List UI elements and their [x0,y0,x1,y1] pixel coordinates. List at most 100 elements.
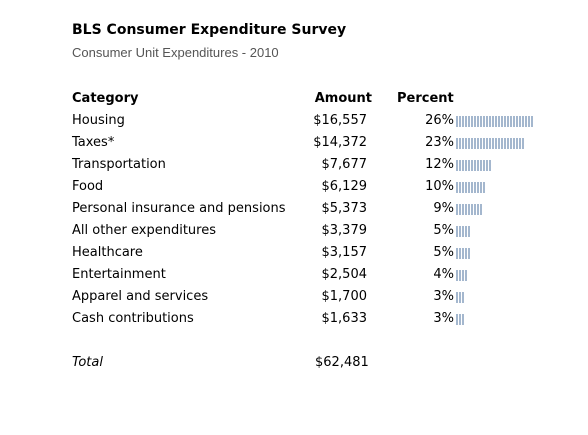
percent-tick [468,226,470,237]
percent-tick [489,160,491,171]
percent-tick [480,116,482,127]
percent-tick [456,182,458,193]
percent-tick [462,204,464,215]
table-row: Entertainment $2,504 4% [72,264,542,286]
percent-tick [456,138,458,149]
percent-tick [477,182,479,193]
percent-tick [465,116,467,127]
percent-tick [456,314,458,325]
percent-tick [462,138,464,149]
percent-tick [471,204,473,215]
row-percent: 23% [425,135,454,150]
total-row: Total $62,481 [72,352,542,374]
row-category: Apparel and services [72,289,209,304]
percent-tick [498,116,500,127]
percent-tick [459,314,461,325]
percent-tick [465,138,467,149]
percent-tick [510,138,512,149]
percent-tick [474,116,476,127]
percent-tick [507,138,509,149]
percent-tick [477,204,479,215]
percent-bar-svg [456,226,470,237]
percent-tick [483,116,485,127]
percent-tick [471,116,473,127]
percent-bar-svg [456,292,464,303]
row-amount: $3,379 [321,223,368,238]
row-category: Transportation [72,157,166,172]
percent-bar-svg [456,182,485,193]
row-category: Cash contributions [72,311,194,326]
table-row: Food $6,129 10% [72,176,542,198]
percent-tick [486,160,488,171]
percent-tick [477,116,479,127]
percent-tick [483,160,485,171]
percent-tick [459,160,461,171]
expenditure-table: Category Amount Percent Housing $16,557 26… [72,88,542,374]
percent-tick [474,182,476,193]
percent-tick [483,138,485,149]
chart-title: BLS Consumer Expenditure Survey [72,22,347,38]
row-amount: $2,504 [321,267,368,282]
percent-tick [519,138,521,149]
table-row: Cash contributions $1,633 3% [72,308,542,330]
percent-bar-svg [456,160,491,171]
table-row: Taxes* $14,372 23% [72,132,542,154]
percent-tick [462,226,464,237]
row-percent: 10% [425,179,454,194]
percent-tick [501,138,503,149]
row-percent: 3% [433,311,454,326]
percent-tick [456,292,458,303]
row-amount: $1,700 [321,289,368,304]
percent-tick [516,138,518,149]
percent-tick [495,116,497,127]
percent-tick [474,138,476,149]
row-amount: $3,157 [321,245,368,260]
percent-tick [462,182,464,193]
percent-tick [501,116,503,127]
percent-tick [480,204,482,215]
percent-tick [474,160,476,171]
percent-tick [456,116,458,127]
percent-tick [528,116,530,127]
percent-tick [519,116,521,127]
percent-tick [489,116,491,127]
row-percent: 12% [425,157,454,172]
row-category: Entertainment [72,267,166,282]
percent-tick [471,160,473,171]
row-percent-bar [456,182,542,193]
header-amount: Amount [314,91,372,106]
row-percent-bar [456,292,542,303]
row-amount: $6,129 [321,179,368,194]
percent-tick [462,314,464,325]
percent-bar-svg [456,204,482,215]
row-amount: $16,557 [313,113,367,128]
row-percent-bar [456,116,542,127]
percent-tick [516,116,518,127]
percent-tick [492,116,494,127]
table-row: All other expenditures $3,379 5% [72,220,542,242]
percent-tick [471,138,473,149]
percent-tick [522,116,524,127]
percent-tick [525,116,527,127]
percent-tick [468,160,470,171]
percent-tick [477,160,479,171]
percent-tick [459,182,461,193]
percent-bar-svg [456,314,464,325]
percent-tick [495,138,497,149]
percent-tick [465,204,467,215]
row-percent: 5% [433,245,454,260]
percent-tick [468,116,470,127]
percent-tick [462,116,464,127]
percent-tick [480,138,482,149]
row-percent: 4% [433,267,454,282]
percent-tick [477,138,479,149]
percent-tick [498,138,500,149]
chart-subtitle: Consumer Unit Expenditures - 2010 [72,45,279,60]
percent-tick [486,116,488,127]
row-amount: $5,373 [321,201,368,216]
percent-tick [465,182,467,193]
percent-tick [510,116,512,127]
percent-tick [459,204,461,215]
percent-tick [462,248,464,259]
percent-tick [459,138,461,149]
